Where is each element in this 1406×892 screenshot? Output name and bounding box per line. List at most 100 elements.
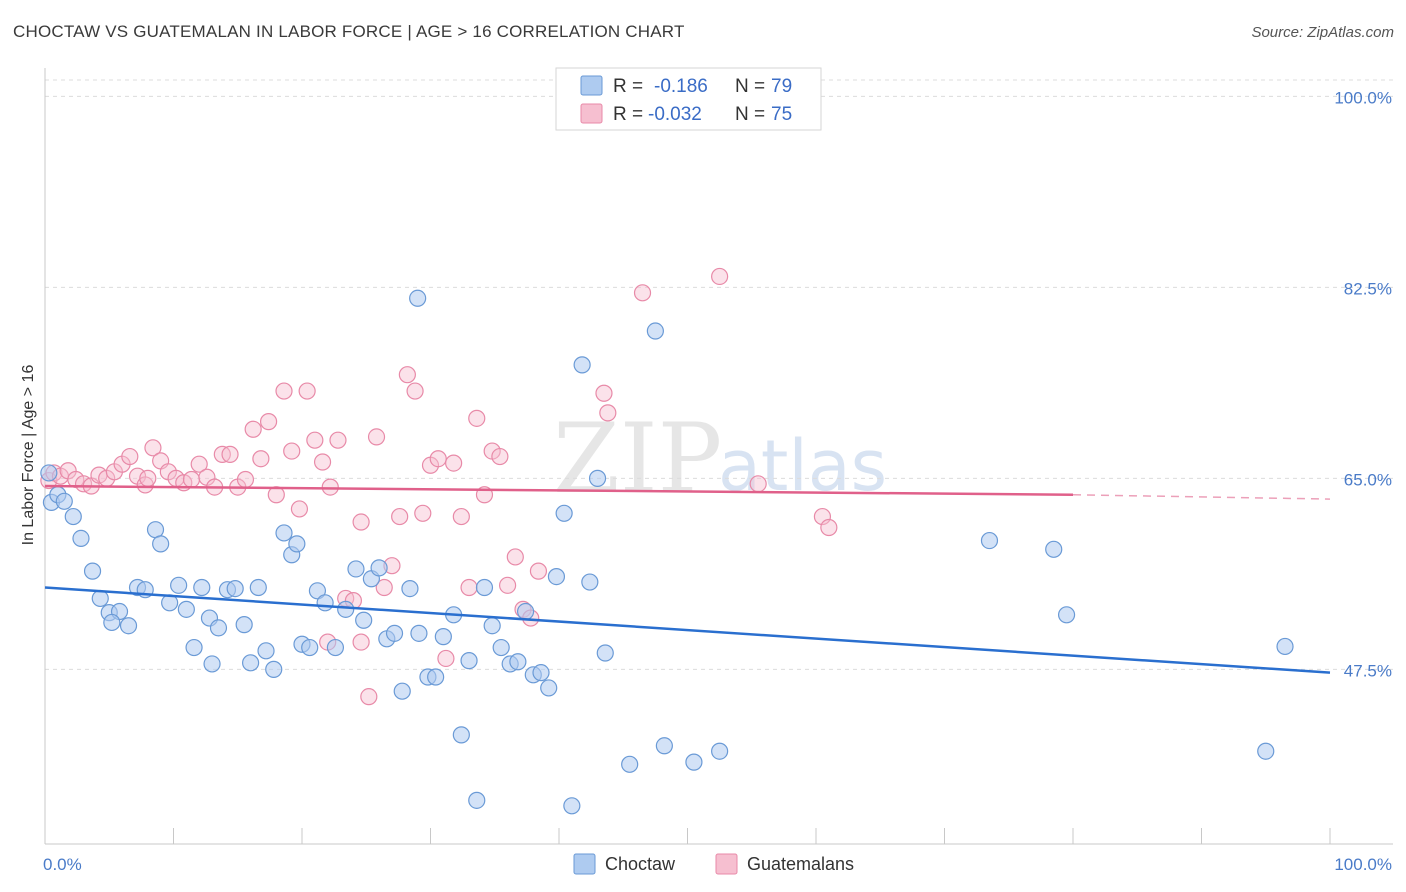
guatemalan-point — [352, 633, 370, 651]
guatemalan-point — [437, 649, 455, 668]
guatemalan-point — [190, 455, 208, 473]
choctaw-point — [1276, 637, 1294, 656]
bottom-legend-choctaw-swatch — [573, 853, 596, 875]
choctaw-point — [393, 682, 411, 700]
gridlines — [45, 79, 1393, 670]
bottom-legend-guatemalan-swatch — [715, 853, 738, 875]
choctaw-point — [492, 638, 510, 657]
choctaw-point — [1057, 606, 1076, 624]
choctaw-point — [427, 668, 445, 686]
choctaw-point — [316, 594, 334, 612]
choctaw-point — [370, 559, 388, 577]
choctaw-point — [711, 742, 729, 760]
choctaw-point — [146, 521, 165, 539]
guatemalan-point — [499, 576, 517, 594]
choctaw-point — [532, 664, 550, 682]
y-tick-label: 82.5% — [1344, 279, 1392, 298]
guatemalan-point — [182, 470, 201, 489]
choctaw-point — [209, 619, 228, 637]
guatemalan-point — [529, 562, 548, 580]
legend-n-value-1: 79 — [771, 76, 792, 97]
choctaw-point — [103, 613, 121, 632]
guatemalan-point — [275, 382, 293, 400]
choctaw-point — [468, 791, 486, 809]
choctaw-point — [588, 469, 607, 487]
choctaw-point — [581, 573, 599, 591]
choctaw-point — [193, 578, 211, 597]
choctaw-point — [40, 464, 58, 482]
choctaw-point — [301, 638, 319, 657]
choctaw-point — [326, 638, 345, 657]
choctaw-point — [460, 652, 478, 670]
guatemalan-point — [221, 445, 239, 463]
guatemalan-point — [506, 548, 524, 566]
legend-n-value-2: 75 — [771, 104, 792, 125]
guatemalan-point — [711, 267, 729, 286]
guatemalan-trend-line — [44, 484, 1074, 496]
legend-n-label-1: N = — [735, 76, 765, 97]
guatemalan-point — [329, 431, 347, 449]
chart-title: CHOCTAW VS GUATEMALAN IN LABOR FORCE | A… — [13, 22, 685, 41]
choctaw-point — [275, 524, 293, 542]
choctaw-point — [337, 600, 355, 618]
choctaw-point — [1045, 540, 1063, 558]
guatemalan-point — [491, 447, 509, 466]
guatemalan-point — [468, 409, 486, 427]
choctaw-point — [288, 535, 306, 553]
choctaw-point — [226, 580, 244, 598]
choctaw-point — [573, 356, 591, 374]
choctaw-point — [475, 578, 494, 597]
guatemalan-point — [139, 469, 157, 487]
choctaw-point — [177, 600, 195, 618]
choctaw-point — [646, 322, 664, 340]
choctaw-point — [452, 726, 470, 744]
choctaw-point — [685, 753, 703, 771]
legend-r-label-2: R = — [613, 104, 643, 125]
guatemalan-point — [283, 442, 301, 460]
choctaw-point — [621, 755, 639, 773]
choctaw-point — [483, 617, 501, 635]
guatemalan-point — [367, 428, 386, 446]
choctaw-point — [242, 654, 260, 672]
choctaw-point — [347, 560, 365, 578]
choctaw-point — [55, 492, 73, 510]
guatemalan-point — [406, 382, 424, 400]
choctaw-point — [355, 611, 373, 629]
guatemalan-point — [813, 507, 832, 526]
guatemalan-point — [360, 688, 378, 706]
guatemalan-point — [398, 366, 416, 384]
x-tick-labels: 0.0% 100.0% — [43, 855, 1392, 874]
choctaw-point — [64, 507, 82, 526]
choctaw-point — [235, 616, 253, 634]
choctaw-point — [1257, 742, 1275, 760]
choctaw-point — [265, 660, 283, 678]
choctaw-point — [410, 624, 428, 642]
choctaw-point — [308, 582, 327, 600]
choctaw-point — [547, 567, 566, 586]
guatemalan-point — [121, 447, 139, 466]
x-tick-label: 100.0% — [1334, 855, 1392, 874]
choctaw-point — [401, 580, 419, 598]
guatemalan-point — [599, 404, 617, 422]
guatemalan-point — [749, 475, 767, 493]
bottom-legend: Choctaw Guatemalans — [573, 853, 854, 875]
y-tick-labels: 47.5% 65.0% 82.5% 100.0% — [1334, 88, 1392, 680]
guatemalan-point — [290, 500, 309, 518]
guatemalan-points — [40, 267, 838, 706]
legend-r-value-1: -0.186 — [654, 76, 708, 97]
guatemalan-point — [445, 454, 463, 472]
choctaw-trend-line — [44, 586, 1331, 674]
guatemalan-point — [820, 518, 838, 537]
choctaw-point — [434, 628, 452, 646]
legend-r-label-1: R = — [613, 76, 643, 97]
choctaw-point — [119, 617, 138, 635]
guatemalan-point — [595, 384, 613, 402]
choctaw-point — [980, 531, 999, 550]
y-tick-label: 65.0% — [1344, 470, 1392, 489]
choctaw-point — [655, 737, 673, 755]
y-axis-label: In Labor Force | Age > 16 — [20, 365, 37, 546]
source-label: Source: ZipAtlas.com — [1251, 24, 1394, 41]
guatemalan-point — [375, 578, 393, 597]
guatemalan-point — [313, 453, 332, 471]
